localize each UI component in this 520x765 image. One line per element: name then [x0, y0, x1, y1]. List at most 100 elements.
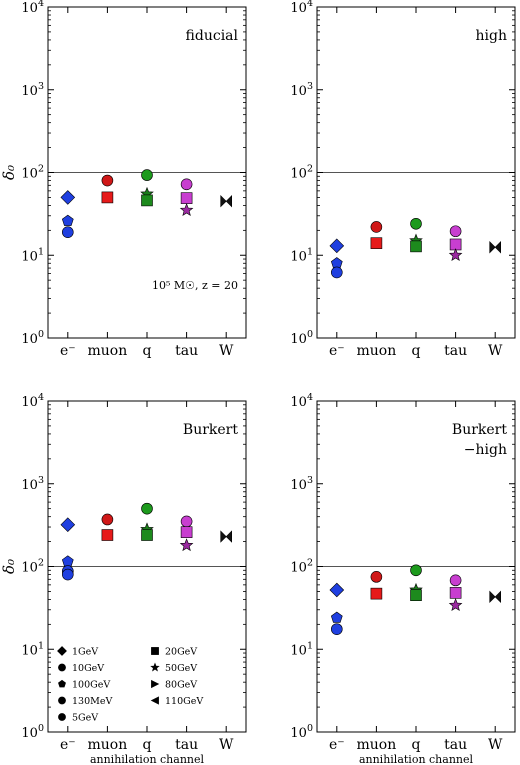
legend-marker	[150, 662, 160, 672]
y-axis-label: δ₀	[0, 559, 18, 574]
data-point	[410, 589, 422, 601]
panel-label: fiducial	[186, 28, 239, 44]
data-point	[370, 237, 383, 249]
data-point	[330, 257, 343, 269]
data-point	[62, 226, 74, 238]
data-point	[180, 526, 193, 538]
data-point	[329, 238, 345, 254]
y-tick-label: 103	[21, 475, 44, 493]
y-tick-label: 101	[290, 640, 313, 658]
x-tick-label: e⁻	[329, 737, 345, 753]
legend-label: 80GeV	[165, 680, 197, 691]
x-tick-label: W	[219, 343, 234, 359]
x-tick-label: tau	[175, 343, 198, 359]
x-tick-label: e⁻	[329, 343, 345, 359]
x-tick-label: W	[219, 737, 234, 753]
x-tick-label: muon	[357, 737, 397, 753]
data-point	[62, 568, 74, 581]
data-point	[179, 203, 194, 217]
x-axis-label: annihilation channel	[90, 753, 205, 765]
data-point	[60, 190, 76, 205]
data-point	[370, 221, 383, 233]
x-tick-label: tau	[175, 737, 198, 753]
data-point	[101, 513, 114, 526]
data-point	[61, 214, 74, 226]
y-tick-label: 101	[21, 246, 44, 264]
legend-label: 1GeV	[72, 647, 98, 658]
chart-panel-3: 100 101 102 103 104 e⁻ muon q tau Wδ₀ annihilation…	[0, 392, 247, 765]
data-point	[330, 611, 343, 623]
data-point	[410, 564, 422, 577]
data-point	[61, 555, 74, 567]
y-tick-label: 102	[21, 558, 44, 576]
panel-label: −high	[464, 442, 507, 458]
x-tick-label: e⁻	[60, 343, 76, 359]
legend-marker	[150, 696, 159, 705]
legend-label: 130MeV	[72, 696, 112, 707]
y-tick-label: 104	[21, 392, 44, 410]
legend: 1GeV 20GeV 10GeV 50GeV 100GeV 80GeV 130MeV 110G…	[57, 646, 203, 724]
data-point	[329, 582, 345, 598]
y-tick-label: 100	[21, 723, 44, 741]
panel-label: Burkert	[183, 422, 238, 438]
data-point	[180, 192, 193, 204]
data-point	[220, 530, 232, 543]
data-point	[489, 590, 502, 604]
x-tick-label: muon	[88, 343, 128, 359]
x-tick-label: tau	[444, 343, 467, 359]
data-point	[448, 598, 463, 612]
data-point	[448, 248, 463, 262]
x-tick-label: tau	[444, 737, 467, 753]
y-tick-label: 100	[290, 723, 313, 741]
data-point	[179, 538, 194, 552]
data-point	[370, 587, 383, 600]
y-tick-label: 100	[290, 329, 313, 347]
y-tick-label: 101	[290, 246, 313, 264]
data-point	[330, 266, 343, 279]
legend-label: 50GeV	[165, 663, 197, 674]
data-point	[449, 574, 462, 587]
y-tick-label: 100	[21, 329, 44, 347]
chart-panel-1: 100 101 102 103 104 e⁻ muon q tau Wδ₀ fiducial 10⁵ …	[0, 0, 247, 359]
y-tick-label: 102	[290, 558, 313, 576]
data-point	[489, 241, 502, 254]
legend-marker	[57, 646, 67, 656]
y-tick-label: 101	[21, 640, 44, 658]
y-tick-label: 102	[290, 164, 313, 182]
data-point	[141, 502, 153, 515]
data-point	[101, 529, 114, 541]
y-tick-label: 104	[290, 0, 313, 16]
data-point	[60, 517, 76, 532]
data-point	[141, 194, 153, 207]
y-tick-label: 102	[21, 164, 44, 182]
legend-marker	[151, 679, 160, 689]
x-axis-label: annihilation channel	[359, 753, 474, 765]
x-tick-label: muon	[88, 737, 128, 753]
legend-label: 5GeV	[72, 713, 98, 724]
x-tick-label: W	[488, 737, 503, 753]
data-point	[370, 571, 383, 583]
legend-label: 100GeV	[72, 680, 110, 691]
y-tick-label: 104	[290, 392, 313, 410]
legend-marker	[58, 696, 66, 705]
legend-marker	[58, 713, 66, 721]
x-tick-label: e⁻	[60, 737, 76, 753]
x-tick-label: q	[412, 737, 421, 753]
legend-label: 20GeV	[165, 647, 197, 658]
data-point	[410, 240, 422, 253]
panel-label: Burkert	[452, 422, 507, 438]
y-axis-label: δ₀	[0, 165, 18, 180]
legend-marker	[58, 679, 66, 688]
data-point	[101, 174, 114, 187]
data-point	[180, 515, 193, 528]
panel-annotation: 10⁵ M☉, z = 20	[152, 279, 238, 292]
x-tick-label: muon	[357, 343, 397, 359]
panel-label: high	[476, 28, 507, 44]
legend-marker	[58, 663, 66, 672]
legend-label: 10GeV	[72, 663, 104, 674]
y-tick-label: 103	[21, 81, 44, 99]
data-point	[101, 191, 114, 204]
